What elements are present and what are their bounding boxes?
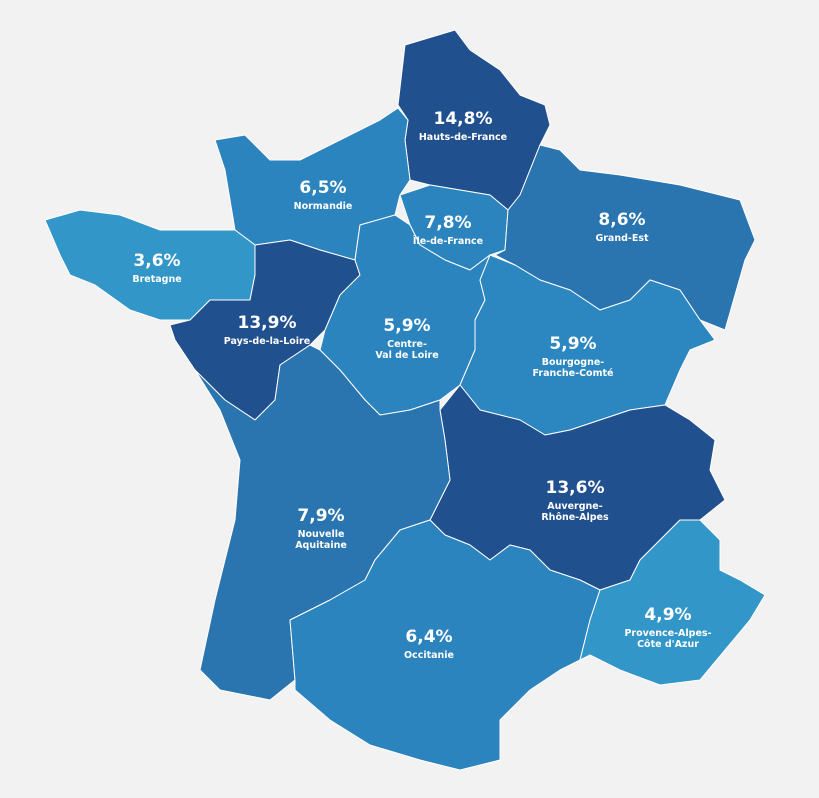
region-name: Occitanie xyxy=(404,650,454,661)
region-name: Val de Loire xyxy=(375,350,438,361)
region-value: 4,9% xyxy=(644,605,691,625)
region-name: Hauts-de-France xyxy=(419,132,507,143)
region-value: 13,9% xyxy=(238,313,297,333)
region-name: Provence-Alpes- xyxy=(624,628,711,639)
region-value: 7,8% xyxy=(424,213,471,233)
region-name: Centre- xyxy=(387,339,427,350)
region-value: 3,6% xyxy=(133,251,180,271)
region-value: 5,9% xyxy=(549,334,596,354)
region-value: 13,6% xyxy=(546,478,605,498)
region-shape xyxy=(194,344,451,701)
region-name: Île-de-France xyxy=(413,235,483,247)
region-value: 7,9% xyxy=(297,506,344,526)
region-value: 6,5% xyxy=(299,178,346,198)
region-name: Grand-Est xyxy=(595,233,649,244)
region-name: Franche-Comté xyxy=(533,368,614,379)
region-name: Pays-de-la-Loire xyxy=(224,336,310,347)
region-name: Côte d'Azur xyxy=(637,639,699,650)
region-value: 14,8% xyxy=(434,109,493,129)
region-value: 5,9% xyxy=(383,316,430,336)
region-name: Bourgogne- xyxy=(542,357,605,368)
region-shape xyxy=(579,519,766,686)
region-name: Auvergne- xyxy=(547,501,602,512)
region-name: Nouvelle xyxy=(298,529,345,540)
region-name: Aquitaine xyxy=(295,540,347,551)
region-name: Bretagne xyxy=(132,274,181,285)
region-value: 6,4% xyxy=(405,627,452,647)
region-name: Normandie xyxy=(294,201,353,212)
labels: 14,8% Hauts-de-France 6,5% Normandie 3,6% Bre… xyxy=(132,109,711,661)
region-value: 8,6% xyxy=(598,210,645,230)
region-name: Rhône-Alpes xyxy=(541,512,609,523)
